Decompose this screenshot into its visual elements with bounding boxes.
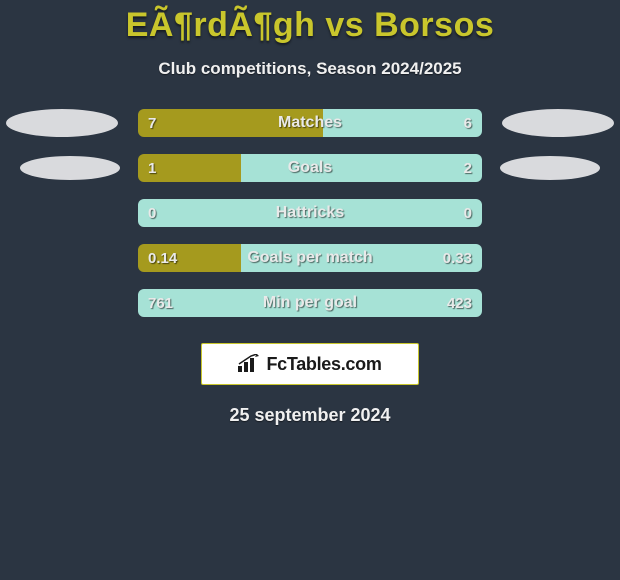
bar-fill-left <box>138 109 323 137</box>
subtitle: Club competitions, Season 2024/2025 <box>0 59 620 79</box>
date-label: 25 september 2024 <box>0 405 620 426</box>
player-avatar-placeholder <box>502 109 614 137</box>
chart-icon <box>238 354 260 374</box>
stat-row: 0.14Goals per match0.33 <box>0 244 620 272</box>
bar-fill-right <box>138 289 482 317</box>
player-avatar-placeholder <box>20 156 120 180</box>
bar-fill-right <box>323 109 482 137</box>
bar-fill-left <box>138 154 241 182</box>
stat-bar: 1Goals2 <box>138 154 482 182</box>
page-title: EÃ¶rdÃ¶gh vs Borsos <box>0 6 620 45</box>
comparison-chart: 7Matches6 1Goals2 0Hattricks0 0.14Goals per… <box>0 109 620 317</box>
logo-text: FcTables.com <box>266 354 381 375</box>
stat-row: 1Goals2 <box>0 154 620 182</box>
fctables-logo[interactable]: FcTables.com <box>201 343 419 385</box>
stat-row: 7Matches6 <box>0 109 620 137</box>
stat-bar: 0.14Goals per match0.33 <box>138 244 482 272</box>
stat-bar: 761Min per goal423 <box>138 289 482 317</box>
stat-row: 0Hattricks0 <box>0 199 620 227</box>
stat-bar: 7Matches6 <box>138 109 482 137</box>
stat-bar: 0Hattricks0 <box>138 199 482 227</box>
stat-row: 761Min per goal423 <box>0 289 620 317</box>
bar-fill-right <box>138 199 482 227</box>
player-avatar-placeholder <box>500 156 600 180</box>
bar-fill-right <box>241 154 482 182</box>
player-avatar-placeholder <box>6 109 118 137</box>
bar-fill-left <box>138 244 241 272</box>
bar-fill-right <box>241 244 482 272</box>
